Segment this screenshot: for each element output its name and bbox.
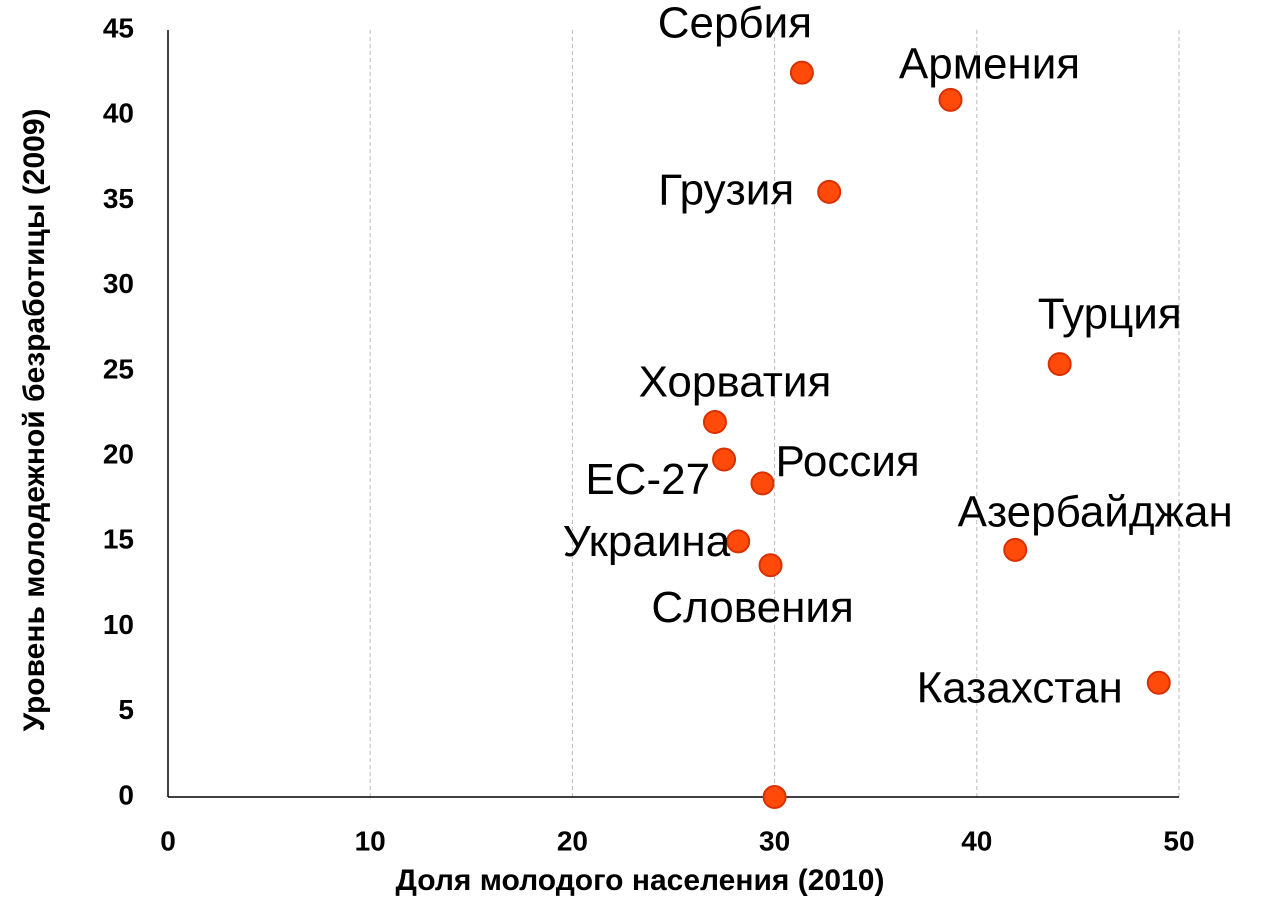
y-tick-label: 30 xyxy=(103,268,134,299)
y-tick-label: 0 xyxy=(118,779,134,810)
point-label: Казахстан xyxy=(917,663,1123,712)
point-label: Армения xyxy=(899,40,1080,89)
point-label: Словения xyxy=(651,583,853,632)
y-tick-label: 35 xyxy=(103,183,134,214)
x-tick-label: 40 xyxy=(961,825,992,856)
point-label: Грузия xyxy=(658,166,794,215)
point xyxy=(1003,537,1028,562)
point-label: Азербайджан xyxy=(958,487,1233,536)
point-label: ЕС-27 xyxy=(585,455,710,504)
y-tick-label: 10 xyxy=(103,609,134,640)
point xyxy=(938,87,963,112)
point xyxy=(762,785,787,809)
y-axis-title: Уровень молодежной безработицы (2009) xyxy=(18,108,51,731)
point xyxy=(750,471,775,496)
y-tick-label: 40 xyxy=(103,98,134,129)
y-tick-label: 15 xyxy=(103,524,134,555)
x-tick-label: 30 xyxy=(759,825,790,856)
x-axis-title: Доля молодого населения (2010) xyxy=(396,864,885,897)
point-label: Турция xyxy=(1038,290,1182,339)
point-label: Россия xyxy=(775,437,919,486)
point-label: Хорватия xyxy=(639,358,832,407)
y-tick-label: 45 xyxy=(103,12,134,43)
point xyxy=(1146,670,1171,695)
point-label: Сербия xyxy=(658,0,812,47)
y-tick-label: 5 xyxy=(118,694,134,725)
point xyxy=(726,529,751,554)
x-tick-label: 0 xyxy=(160,825,176,856)
point xyxy=(712,447,737,472)
point xyxy=(817,179,842,204)
x-tick-label: 10 xyxy=(355,825,386,856)
y-tick-label: 20 xyxy=(103,439,134,470)
point xyxy=(789,60,814,85)
y-tick-label: 25 xyxy=(103,353,134,384)
x-tick-label: 50 xyxy=(1163,825,1194,856)
point xyxy=(1047,352,1072,377)
point-label: Украина xyxy=(563,517,731,566)
x-tick-label: 20 xyxy=(557,825,588,856)
point xyxy=(702,410,727,435)
point xyxy=(758,553,783,578)
